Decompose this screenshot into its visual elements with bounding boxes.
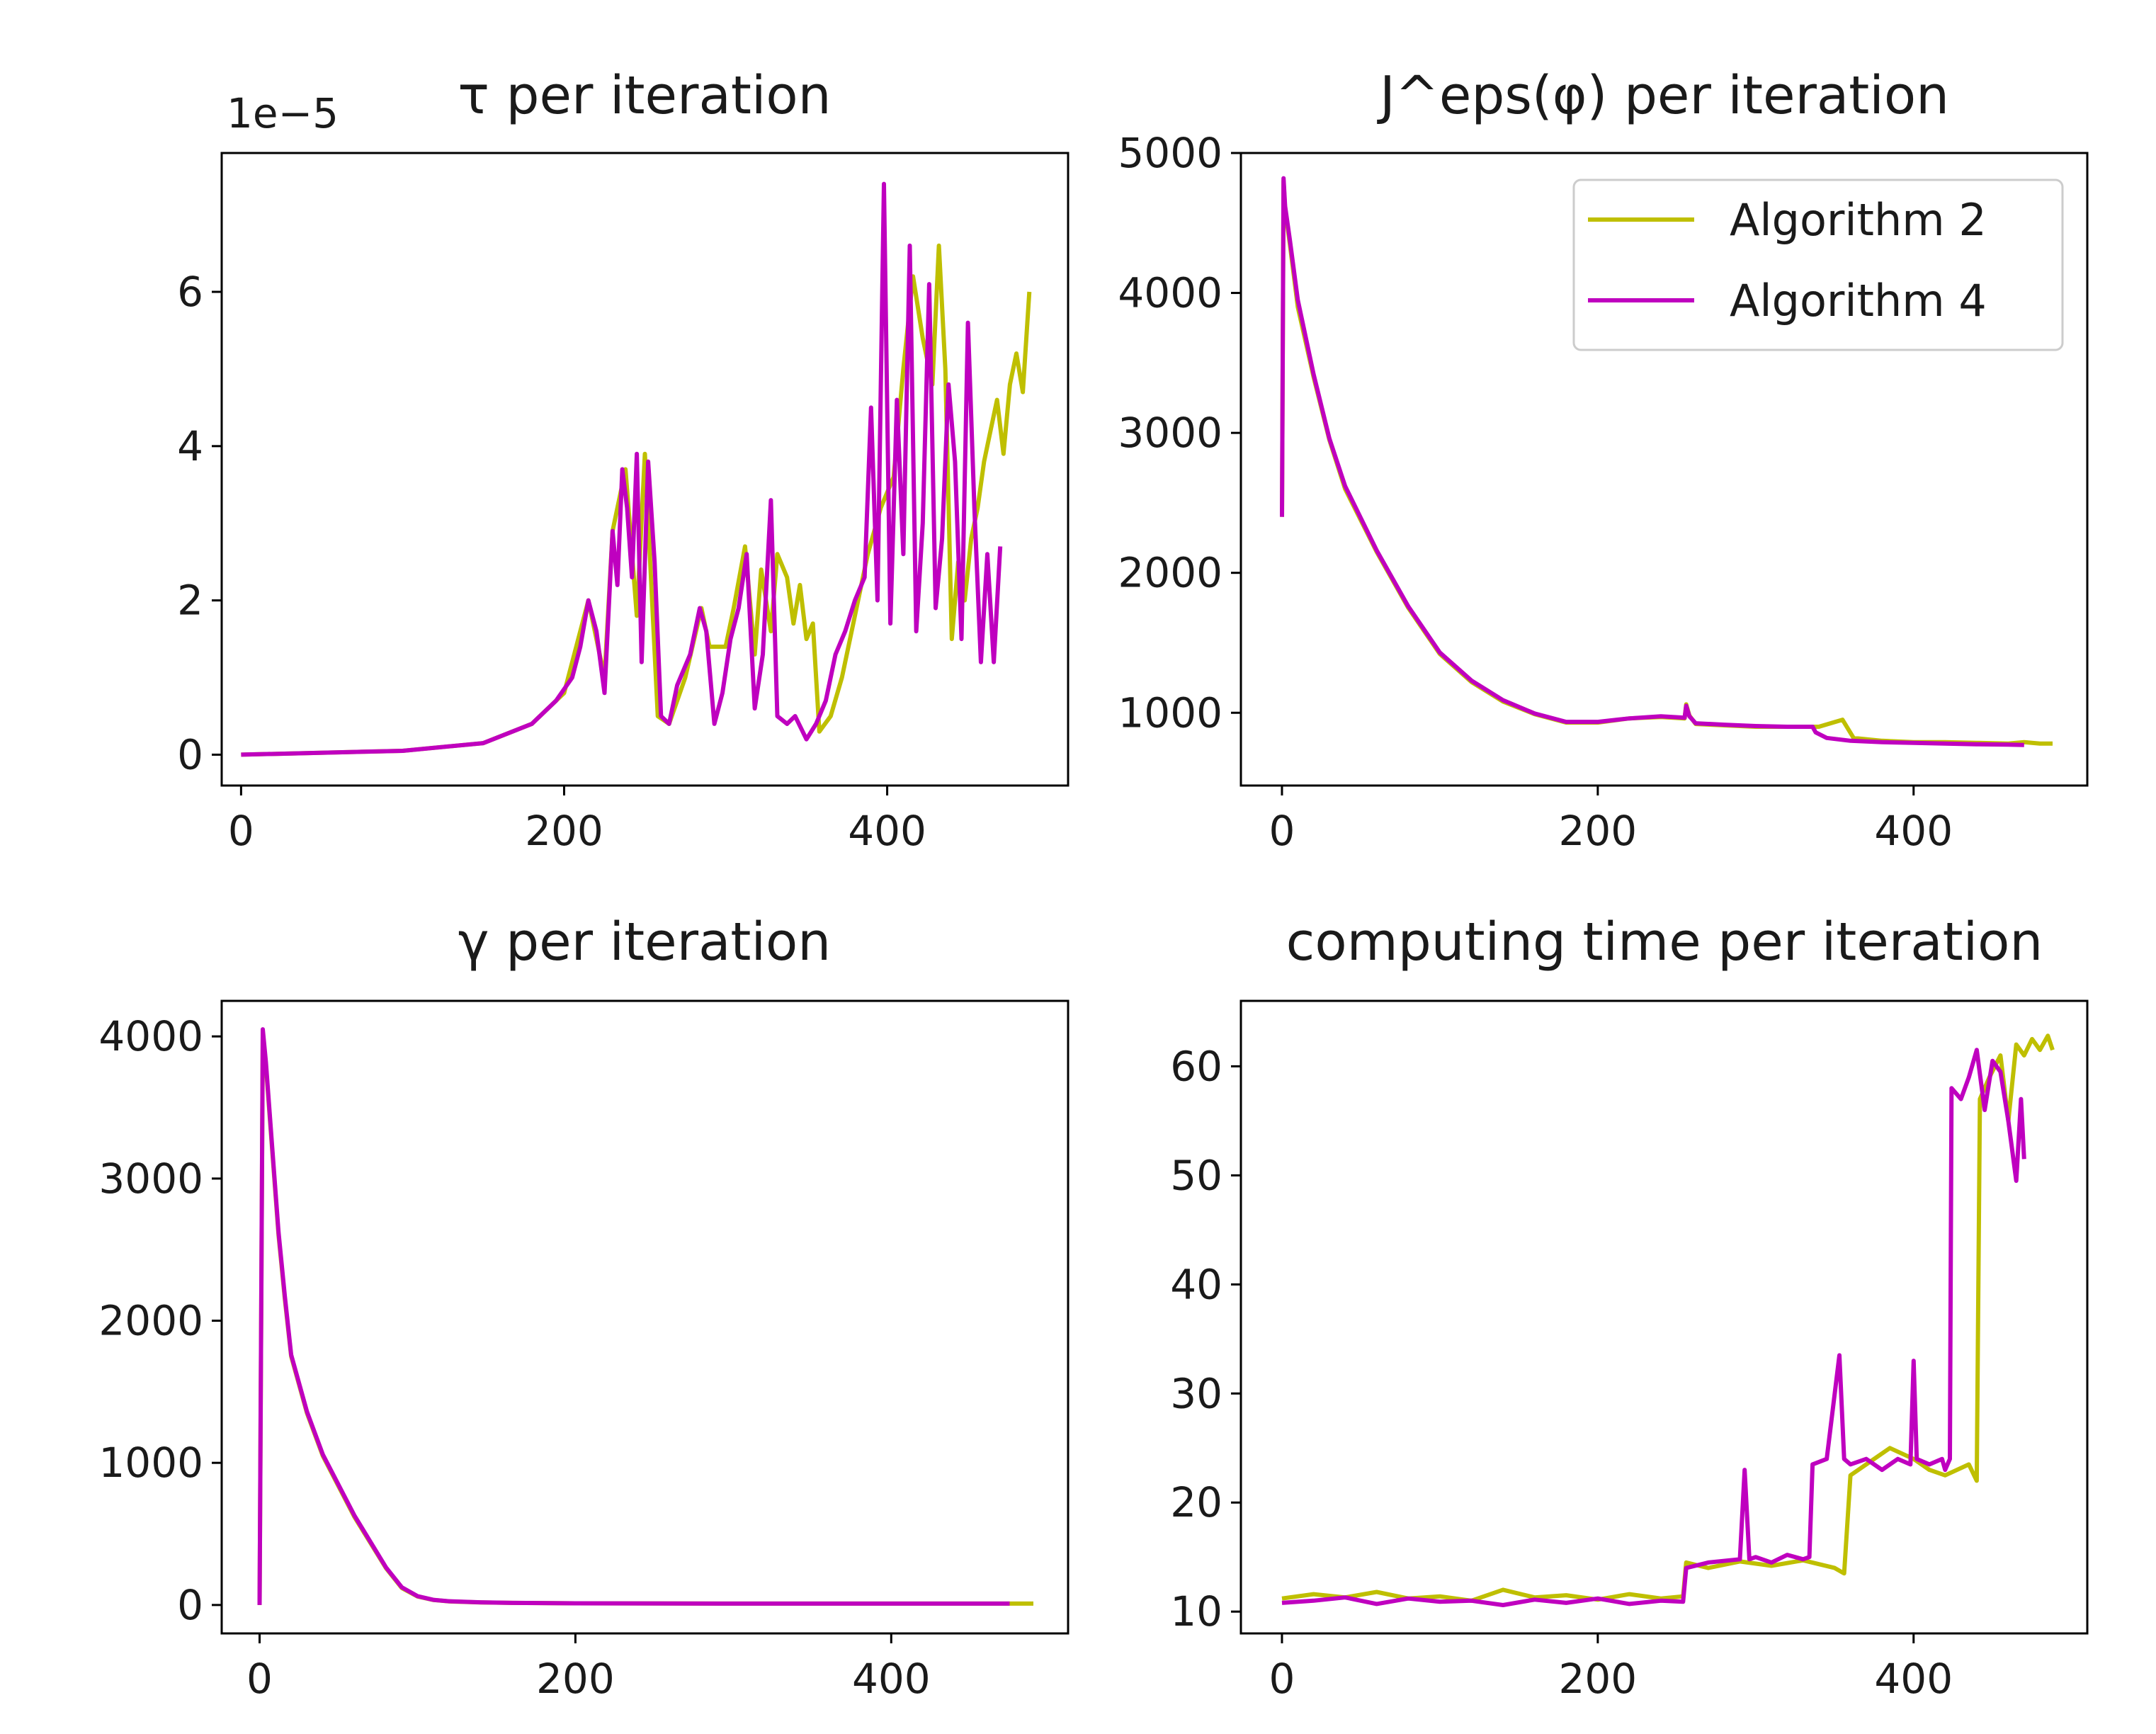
jeps-axes-frame (1239, 152, 2089, 787)
gamma-xtick-label-200: 200 (536, 1655, 615, 1703)
computing-time-title: computing time per iteration (1286, 912, 2043, 973)
computing-time-series-algorithm-4 (1281, 1048, 2026, 1607)
jeps-xtick-label-0: 0 (1269, 807, 1295, 855)
jeps-ytick-label-3000: 3000 (1118, 409, 1222, 457)
gamma-title: γ per iteration (458, 912, 831, 973)
computing-time-xtick-label-0: 0 (1269, 1655, 1295, 1703)
jeps-ytick-label-1000: 1000 (1118, 688, 1222, 737)
gamma-xtick-label-400: 400 (852, 1655, 931, 1703)
legend-label-algorithm-4: Algorithm 4 (1730, 275, 1987, 327)
gamma-ytick-label-1000: 1000 (98, 1439, 203, 1487)
tau-ytick-label-4: 4 (177, 422, 203, 470)
tau-title: τ per iteration (458, 65, 831, 126)
computing-time-ytick-label-60: 60 (1170, 1042, 1222, 1090)
jeps-panel: 0 200 400 1000 2000 3000 4000 5000 J^eps(φ) per… (1118, 65, 2089, 855)
gamma-ytick-label-3000: 3000 (98, 1155, 203, 1203)
computing-time-axes-frame (1239, 999, 2089, 1635)
tau-axes-frame (220, 152, 1070, 787)
legend: Algorithm 2 Algorithm 4 (1572, 178, 2064, 351)
gamma-ytick-label-4000: 4000 (98, 1012, 203, 1060)
legend-label-algorithm-2: Algorithm 2 (1730, 194, 1987, 246)
gamma-ytick-label-0: 0 (177, 1581, 203, 1629)
computing-time-panel: 0 200 400 10 20 30 40 50 60 computing time per i… (1170, 912, 2089, 1703)
jeps-ytick-label-2000: 2000 (1118, 549, 1222, 597)
computing-time-ytick-label-50: 50 (1170, 1151, 1222, 1199)
computing-time-ytick-label-30: 30 (1170, 1369, 1222, 1417)
gamma-series-algorithm-4 (257, 1027, 1010, 1606)
tau-panel: 0 200 400 0 2 4 6 τ per iteration 1e−5 (177, 65, 1070, 855)
jeps-ytick-label-5000: 5000 (1118, 129, 1222, 177)
tau-series-algorithm-4 (241, 181, 1003, 757)
tau-xtick-label-200: 200 (525, 807, 603, 855)
tau-xtick-label-400: 400 (848, 807, 926, 855)
jeps-series-algorithm-4 (1280, 176, 2024, 747)
gamma-xtick-label-0: 0 (246, 1655, 273, 1703)
gamma-series-algorithm-2 (257, 1034, 1033, 1606)
tau-xtick-label-0: 0 (228, 807, 254, 855)
jeps-xtick-label-200: 200 (1559, 807, 1638, 855)
computing-time-ytick-label-10: 10 (1170, 1587, 1222, 1636)
computing-time-series-algorithm-2 (1281, 1033, 2055, 1603)
tau-ytick-label-6: 6 (177, 268, 203, 316)
tau-series-algorithm-2 (241, 243, 1032, 757)
computing-time-ytick-label-40: 40 (1170, 1260, 1222, 1308)
gamma-axes-frame (220, 999, 1070, 1635)
tau-ytick-label-2: 2 (177, 577, 203, 625)
tau-ytick-label-0: 0 (177, 730, 203, 778)
computing-time-ytick-label-20: 20 (1170, 1478, 1222, 1526)
legend-box (1572, 178, 2064, 351)
jeps-title: J^eps(φ) per iteration (1377, 65, 1949, 126)
jeps-ytick-label-4000: 4000 (1118, 269, 1222, 317)
jeps-xtick-label-400: 400 (1874, 807, 1953, 855)
gamma-ytick-label-2000: 2000 (98, 1297, 203, 1345)
computing-time-xtick-label-200: 200 (1559, 1655, 1638, 1703)
computing-time-xtick-label-400: 400 (1874, 1655, 1953, 1703)
tau-offset-text: 1e−5 (227, 89, 339, 137)
